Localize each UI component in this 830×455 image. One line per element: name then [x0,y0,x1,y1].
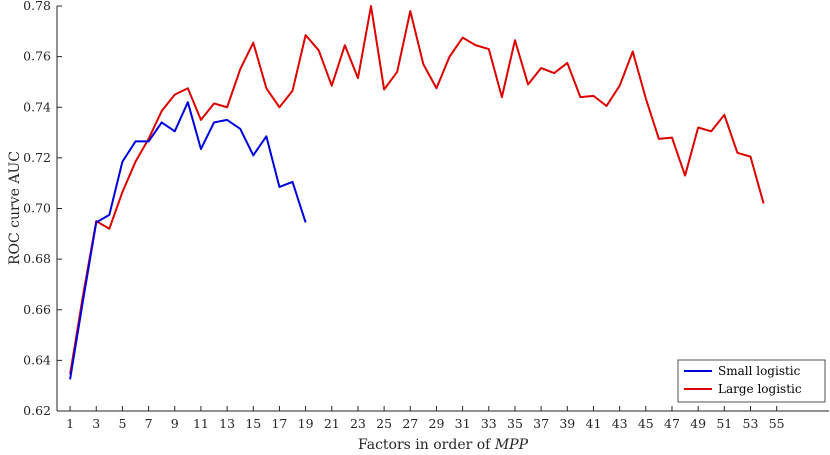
x-tick-label: 9 [171,416,179,431]
y-tick-label: 0.76 [23,49,51,64]
x-tick-label: 41 [586,416,602,431]
series-line-small-logistic [69,101,307,380]
x-tick-label: 29 [429,416,445,431]
x-ticks: 1 3 5 7 9 11 13 15 17 19 21 23 25 27 29 31 33 35 37 39 41 43 4… [66,406,785,431]
y-tick-label: 0.66 [23,302,51,317]
y-tick-label: 0.64 [23,352,51,367]
y-axis-title: ROC curve AUC [7,151,23,265]
y-tick-label: 0.70 [23,201,51,216]
x-tick-label: 45 [638,416,654,431]
x-tick-label: 39 [559,416,575,431]
x-tick-label: 19 [298,416,314,431]
x-tick-label: 13 [219,416,235,431]
legend: Small logistic Large logistic [677,359,826,403]
x-tick-label: 49 [690,416,706,431]
y-tick-label: 0.78 [23,0,51,13]
x-tick-label: 31 [455,416,471,431]
x-tick-label: 1 [66,416,74,431]
x-axis-title: Factors in order of MPP [358,437,529,453]
x-tick-label: 47 [664,416,680,431]
y-tick-label: 0.62 [23,403,51,418]
x-tick-label: 3 [92,416,100,431]
x-tick-label: 21 [324,416,340,431]
x-tick-label: 15 [245,416,261,431]
x-tick-label: 35 [507,416,523,431]
x-tick-label: 43 [612,416,628,431]
x-tick-label: 51 [716,416,732,431]
legend-label-large-logistic: Large logistic [718,382,802,396]
x-tick-label: 7 [145,416,153,431]
x-tick-label: 5 [118,416,126,431]
x-tick-label: 37 [533,416,549,431]
x-tick-label: 25 [376,416,392,431]
y-tick-label: 0.74 [23,99,51,114]
x-tick-label: 17 [271,416,287,431]
y-ticks: 0.62 0.64 0.66 0.68 0.70 0.72 0.74 0.76 0.78 [23,0,62,418]
y-tick-label: 0.68 [23,251,51,266]
x-tick-label: 11 [193,416,209,431]
x-tick-label: 27 [402,416,418,431]
series-layer [69,5,765,380]
x-tick-label: 55 [769,416,785,431]
y-tick-label: 0.72 [23,150,51,165]
x-tick-label: 23 [350,416,366,431]
series-line-large-logistic [69,5,765,375]
plot-area [57,6,829,411]
x-tick-label: 33 [481,416,497,431]
legend-label-small-logistic: Small logistic [718,364,801,378]
legend-box [677,359,826,403]
x-tick-label: 53 [743,416,759,431]
